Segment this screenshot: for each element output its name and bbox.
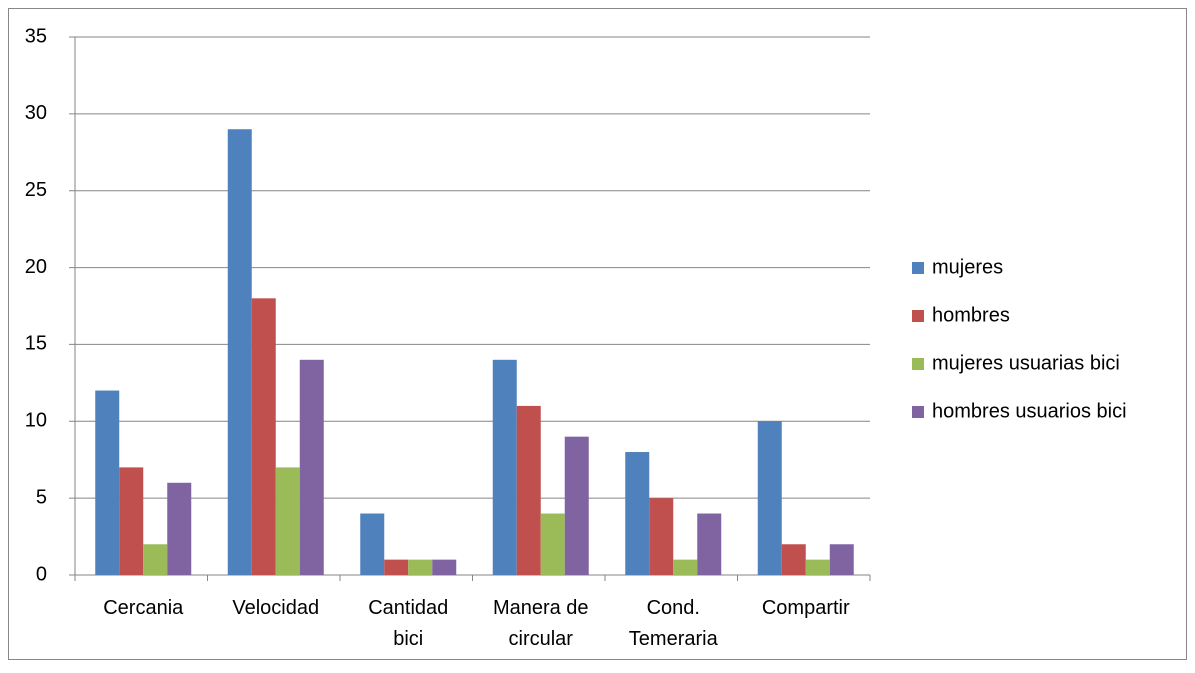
legend-swatch [912,406,924,418]
chart-border [8,8,1187,660]
x-tick-label: Cantidad bici [368,597,448,650]
legend-swatch [912,262,924,274]
bar [408,559,433,575]
y-tick-label: 5 [36,486,47,508]
legend-label: hombres [932,304,1010,326]
x-tick-label: Cond. Temeraria [629,597,719,650]
bar [781,544,806,575]
legend-label: hombres usuarios bici [932,400,1127,422]
y-tick-label: 15 [25,333,47,355]
x-tick-label: Velocidad [232,597,319,619]
y-tick-label: 10 [25,410,47,432]
bar [492,359,517,575]
bar [697,513,722,575]
legend-swatch [912,310,924,322]
y-tick-label: 35 [25,25,47,47]
bar [299,359,324,575]
bar [95,390,120,575]
bar [432,559,457,575]
bar [649,498,674,575]
bar [384,559,409,575]
x-tick-label: Cercania [103,597,184,619]
bar [360,513,385,575]
bar [829,544,854,575]
y-tick-label: 25 [25,179,47,201]
legend-label: mujeres [932,256,1003,278]
legend-label: mujeres usuarias bici [932,352,1120,374]
legend-swatch [912,358,924,370]
bar [251,298,276,575]
bar [143,544,168,575]
bar [625,452,650,575]
bar [167,482,192,575]
y-tick-label: 30 [25,102,47,124]
bar [275,467,300,575]
bar [564,436,589,575]
x-tick-label: Manera de circular [493,597,589,650]
bar [673,559,698,575]
bar [119,467,144,575]
bar [805,559,830,575]
bar [757,421,782,575]
y-tick-label: 20 [25,256,47,278]
bar [540,513,565,575]
x-tick-label: Compartir [762,597,850,619]
bar [227,129,252,575]
bar [516,405,541,575]
y-tick-label: 0 [36,563,47,585]
